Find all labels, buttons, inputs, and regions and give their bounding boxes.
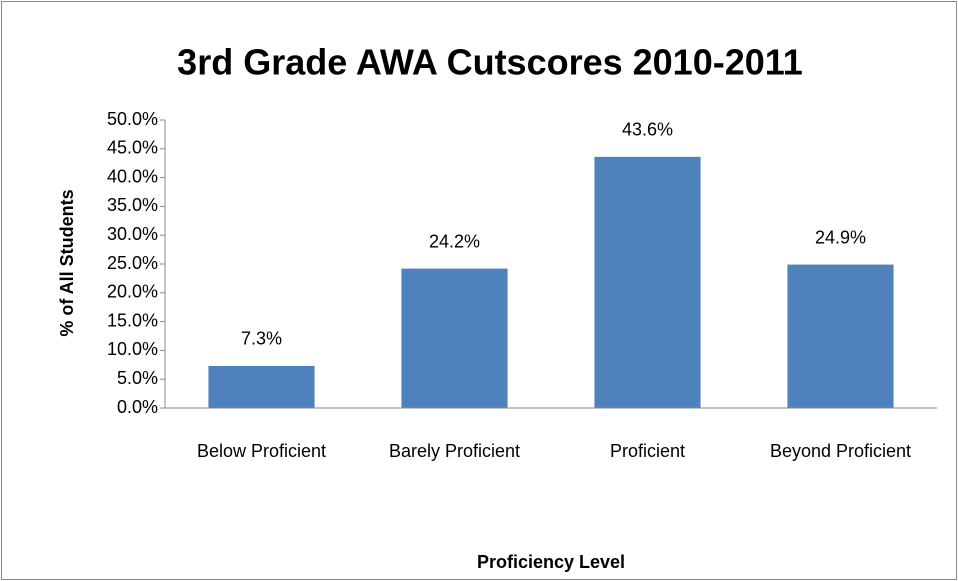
y-axis-title: % of All Students [57, 189, 77, 336]
chart-title: 3rd Grade AWA Cutscores 2010-2011 [177, 42, 803, 83]
x-tick-label: Beyond Proficient [770, 441, 911, 461]
y-tick-label: 15.0% [107, 310, 158, 330]
y-tick-label: 40.0% [107, 166, 158, 186]
x-tick-label: Barely Proficient [389, 441, 520, 461]
data-label: 7.3% [241, 329, 282, 349]
data-label: 24.2% [429, 231, 480, 251]
y-tick-label: 25.0% [107, 253, 158, 273]
x-tick-label: Below Proficient [197, 441, 326, 461]
y-tick-label: 0.0% [117, 397, 158, 417]
bar [401, 268, 508, 408]
data-label: 24.9% [815, 227, 866, 247]
y-tick-label: 5.0% [117, 368, 158, 388]
bar [787, 264, 894, 408]
y-tick-label: 30.0% [107, 224, 158, 244]
y-tick-label: 20.0% [107, 282, 158, 302]
bar [594, 156, 701, 408]
y-tick-label: 10.0% [107, 339, 158, 359]
data-label: 43.6% [622, 120, 673, 140]
y-tick-label: 35.0% [107, 195, 158, 215]
bar [208, 365, 315, 408]
y-tick-label: 50.0% [107, 109, 158, 129]
x-tick-label: Proficient [610, 441, 685, 461]
y-tick-label: 45.0% [107, 138, 158, 158]
x-axis-title: Proficiency Level [477, 552, 625, 572]
